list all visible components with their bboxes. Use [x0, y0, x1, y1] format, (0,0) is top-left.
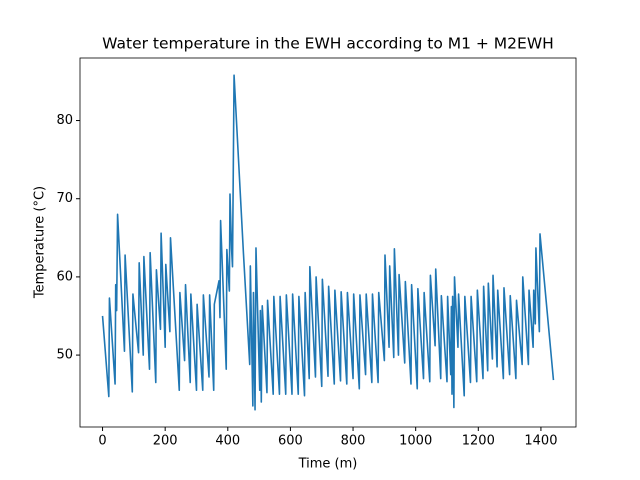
x-axis-label: Time (m) [298, 457, 358, 472]
plot-frame [79, 57, 577, 428]
data-line [101, 74, 555, 411]
x-tick-label: 1400 [524, 434, 557, 449]
chart-title: Water temperature in the EWH according t… [102, 35, 554, 53]
x-tick-label: 1200 [462, 434, 495, 449]
x-tick-label: 400 [215, 434, 240, 449]
y-tick-label: 80 [56, 113, 73, 128]
x-tick-label: 1000 [399, 434, 432, 449]
x-tick-label: 200 [153, 434, 178, 449]
x-tick-label: 800 [341, 434, 366, 449]
x-tick-label: 600 [278, 434, 303, 449]
y-tick-label: 50 [56, 348, 73, 363]
y-tick-label: 70 [56, 191, 73, 206]
x-tick-label: 0 [98, 434, 106, 449]
y-tick-label: 60 [56, 269, 73, 284]
y-axis-label: Temperature (°C) [33, 186, 48, 299]
